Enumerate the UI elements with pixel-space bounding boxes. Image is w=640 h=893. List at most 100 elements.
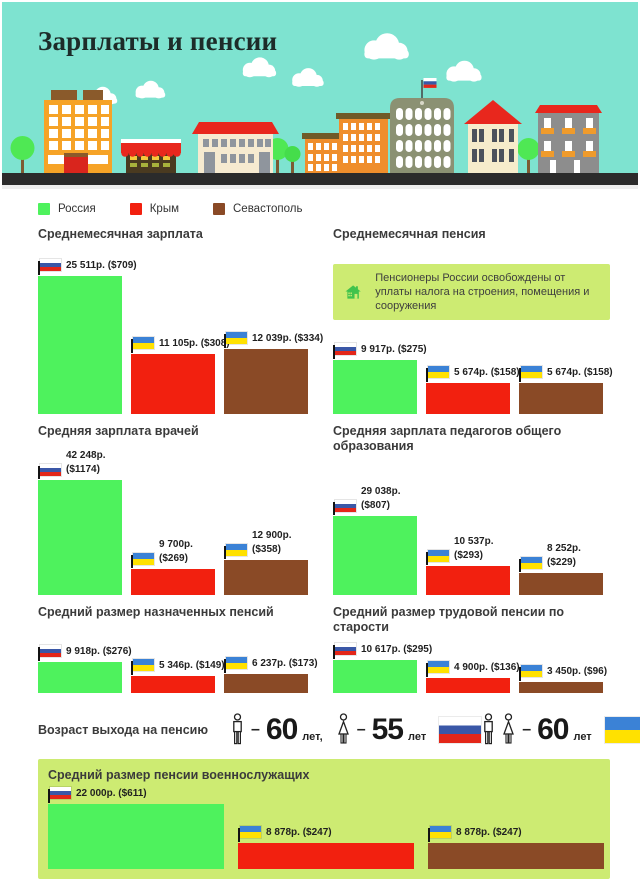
bar-russia: [38, 662, 122, 693]
ukraine-flag-icon: [240, 826, 261, 838]
bars: 10 617р. ($295) 4 900р. ($136): [333, 643, 610, 693]
value-rub: 12 039р.: [252, 333, 292, 344]
bar-russia: [48, 804, 224, 869]
chart-average-pension: Среднемесячная пенсия Пенсионеры России …: [333, 227, 613, 414]
flagpole: [333, 485, 358, 515]
value-usd: ($247): [492, 827, 522, 838]
building-orange-tower: [44, 90, 112, 173]
female-age: 55: [371, 713, 404, 746]
value-usd: ($334): [294, 333, 324, 344]
value-usd: ($308): [200, 338, 230, 349]
legend-swatch-russia: [38, 203, 50, 215]
ukraine-flag-icon: [428, 661, 449, 673]
bar-label: 8 878р. ($247): [238, 826, 332, 842]
russia-flag-icon: [439, 717, 482, 743]
road-strip: [2, 173, 638, 185]
flagpole: [48, 787, 73, 803]
value-rub: 9 917р.: [361, 344, 395, 355]
road-shadow: [2, 185, 638, 189]
legend-swatch-sevastopol: [213, 203, 225, 215]
page-title: Зарплаты и пенсии: [38, 26, 278, 56]
value-usd: ($269): [159, 553, 188, 564]
chart-title: Средняя зарплата педагогов общего образо…: [333, 424, 562, 453]
flagpole: [224, 529, 249, 559]
retirement-age-row: Возраст выхода на пенсию – 60 лет, –: [38, 707, 640, 753]
bar-group-russia: 42 248р. ($1174): [38, 449, 122, 595]
value-usd: ($709): [107, 260, 137, 271]
building-cream-tower: [464, 100, 522, 173]
common-age: 60: [537, 713, 569, 746]
value-rub: 29 038р.: [361, 486, 401, 497]
note-text: Пенсионеры России освобождены от уплаты …: [375, 272, 590, 312]
flagpole: [38, 449, 63, 479]
value-rub: 8 252р.: [547, 543, 581, 554]
dash: –: [522, 721, 532, 738]
chart-military-pension: Средний размер пенсии военнослужащих 22 …: [38, 759, 610, 879]
house-icon: [345, 285, 361, 299]
bar-group-sevastopol: 12 039р. ($334): [224, 332, 323, 414]
bar-sevastopol: [224, 674, 308, 693]
building-government: [390, 78, 454, 173]
chart-row-2: Средняя зарплата врачей 42 248р. ($1174) …: [38, 424, 610, 595]
flagpole: [519, 665, 544, 681]
bar-sevastopol: [224, 349, 308, 414]
flagpole: [519, 542, 544, 572]
bar-label: 3 450р. ($96): [519, 665, 607, 681]
bar-group-russia: 9 918р. ($276): [38, 645, 132, 693]
bar-label: 12 039р. ($334): [224, 332, 323, 348]
bar-label: 8 252р. ($229): [519, 542, 581, 572]
value-usd: ($275): [397, 344, 427, 355]
flagpole: [428, 826, 453, 842]
value-rub: 6 237р.: [252, 658, 286, 669]
flagpole: [333, 643, 358, 659]
value-usd: ($173): [288, 658, 318, 669]
building-beige-school: [192, 122, 279, 173]
ukraine-flag-icon: [133, 337, 154, 349]
building-orange-stepped: [302, 113, 390, 173]
value-rub: 10 537р.: [454, 536, 494, 547]
ukraine-flag-icon: [521, 557, 542, 569]
bar-group-sevastopol: 6 237р. ($173): [224, 657, 318, 693]
flagpole: [38, 259, 63, 275]
value-usd: ($295): [403, 644, 433, 655]
age-unit: лет: [408, 731, 427, 743]
ukraine-flag-icon: [430, 826, 451, 838]
legend-label: Севастополь: [233, 203, 303, 215]
bar-label: 4 900р. ($136): [426, 661, 520, 677]
chart-title: Средний размер назначенных пенсий: [38, 605, 274, 619]
man-icon: [233, 713, 242, 745]
chart-title: Среднемесячная пенсия: [333, 227, 486, 241]
value-usd: ($136): [490, 662, 520, 673]
russia-flag-icon: [335, 643, 356, 655]
russia-flag-icon: [335, 343, 356, 355]
bars: 29 038р. ($807) 10 537р. ($293): [333, 483, 610, 595]
bar-label: 42 248р. ($1174): [38, 449, 105, 479]
value-rub: 22 000р.: [76, 788, 116, 799]
bar-sevastopol: [224, 560, 308, 595]
bar-russia: [38, 276, 122, 414]
value-usd: ($247): [302, 827, 332, 838]
flagpole: [426, 366, 451, 382]
bar-label: 11 105р. ($308): [131, 337, 230, 353]
flagpole: [224, 332, 249, 348]
bar-crimea: [131, 676, 215, 693]
bar-label: 29 038р. ($807): [333, 485, 400, 515]
flagpole: [519, 366, 544, 382]
flagpole: [426, 661, 451, 677]
chart-row-3: Средний размер назначенных пенсий 9 918р…: [38, 605, 610, 693]
bars: 9 918р. ($276) 5 346р. ($149): [38, 645, 318, 693]
bar-group-crimea: 11 105р. ($308): [131, 337, 230, 414]
value-usd: ($276): [102, 646, 132, 657]
legend: Россия Крым Севастополь: [38, 203, 610, 215]
value-usd: ($229): [547, 557, 576, 568]
bar-russia: [38, 480, 122, 595]
bar-label: 6 237р. ($173): [224, 657, 318, 673]
chart-title: Среднемесячная зарплата: [38, 227, 203, 241]
value-rub: 8 878р.: [456, 827, 490, 838]
value-rub: 12 900р.: [252, 530, 292, 541]
bar-crimea: [426, 678, 510, 693]
value-usd: ($149): [195, 660, 225, 671]
retirement-group-russia: – 60 лет, – 55 лет: [230, 713, 482, 747]
bar-label: 5 674р. ($158): [426, 366, 520, 382]
